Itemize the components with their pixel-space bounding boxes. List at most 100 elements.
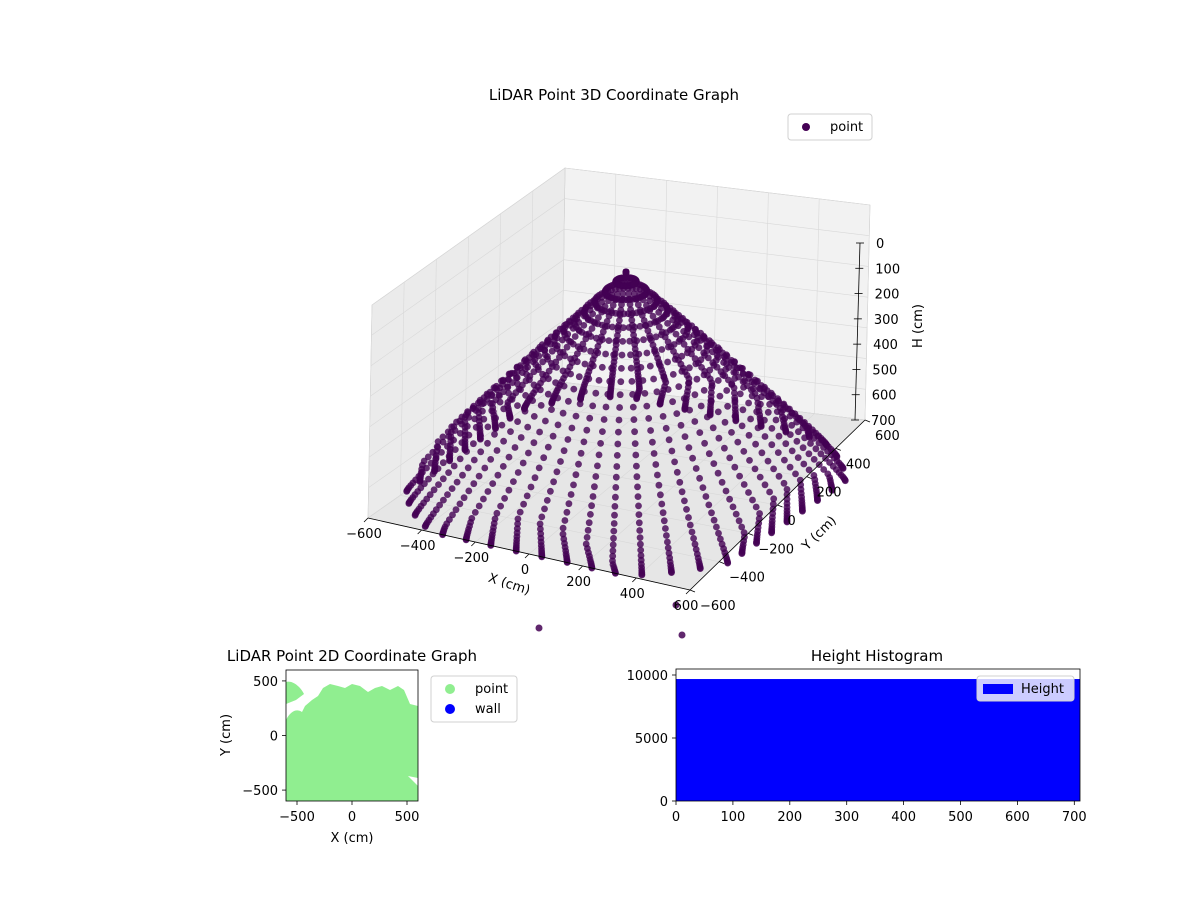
data-point xyxy=(609,547,617,555)
data-point xyxy=(732,510,740,518)
data-point xyxy=(453,478,461,486)
data-point xyxy=(537,386,544,394)
data-point xyxy=(634,301,642,309)
data-point xyxy=(629,391,636,398)
data-point xyxy=(708,509,715,517)
data-point xyxy=(841,477,849,485)
data-point xyxy=(493,447,501,454)
data-point xyxy=(450,462,458,470)
data-point xyxy=(491,430,498,438)
data-point xyxy=(589,362,597,370)
data-point xyxy=(589,402,597,410)
data-point xyxy=(554,394,562,402)
data-point xyxy=(659,509,667,517)
y-tick-label: −400 xyxy=(729,571,765,586)
data-point xyxy=(820,466,828,473)
data-point xyxy=(500,405,508,413)
data-point xyxy=(553,363,560,371)
data-point xyxy=(631,428,638,436)
data-point xyxy=(761,481,769,489)
data-point xyxy=(465,414,473,421)
data-point xyxy=(805,466,813,474)
data-point xyxy=(586,414,594,422)
data-point xyxy=(488,407,496,415)
data-point xyxy=(544,390,552,398)
data-point xyxy=(806,433,813,441)
data-point xyxy=(707,397,715,405)
data-point xyxy=(681,433,689,440)
legend-marker-height xyxy=(983,684,1013,694)
data-point xyxy=(677,421,685,429)
data-point xyxy=(755,384,763,392)
data-point xyxy=(647,427,654,434)
data-point xyxy=(774,449,782,456)
data-point xyxy=(633,462,640,470)
data-point xyxy=(589,493,597,500)
data-point xyxy=(577,449,585,457)
data-point xyxy=(480,399,488,407)
data-point xyxy=(434,438,442,445)
data-point xyxy=(588,325,596,332)
data-point xyxy=(537,525,544,533)
point-region xyxy=(286,684,418,801)
data-point xyxy=(635,511,643,518)
y-tick-label: 0 xyxy=(270,730,278,745)
data-point xyxy=(722,487,730,495)
x-tick-label: 700 xyxy=(1062,810,1087,825)
data-point xyxy=(633,395,640,403)
z-axis-line xyxy=(854,242,861,421)
data-point xyxy=(641,390,649,397)
data-point xyxy=(638,571,646,579)
data-point xyxy=(619,338,627,345)
y-tick-label: 600 xyxy=(875,429,900,444)
data-point xyxy=(709,424,717,432)
y-tick-label: 400 xyxy=(846,457,871,472)
data-point xyxy=(664,544,672,552)
data-point xyxy=(691,540,699,548)
legend-2d: point wall xyxy=(430,675,518,723)
data-point xyxy=(730,384,738,392)
data-point xyxy=(700,387,708,394)
data-point xyxy=(592,389,600,397)
data-point xyxy=(464,464,472,472)
data-point xyxy=(550,478,557,486)
data-point xyxy=(758,449,766,457)
data-point xyxy=(678,488,686,496)
data-point xyxy=(531,356,539,363)
data-point xyxy=(669,316,677,324)
data-point xyxy=(610,520,618,527)
data-point xyxy=(740,481,748,488)
data-point xyxy=(675,383,683,390)
data-point xyxy=(695,344,703,352)
data-point xyxy=(498,421,506,429)
data-point xyxy=(664,386,672,393)
data-point xyxy=(524,423,532,431)
data-point xyxy=(535,366,542,373)
data-point xyxy=(557,458,564,465)
data-point xyxy=(680,395,688,402)
data-point xyxy=(799,444,807,452)
data-point xyxy=(530,413,538,420)
data-point xyxy=(662,424,670,432)
data-point xyxy=(592,473,600,480)
data-point xyxy=(631,440,639,447)
data-point xyxy=(520,500,527,508)
data-point xyxy=(548,360,555,367)
data-point xyxy=(678,631,686,639)
legend-box xyxy=(976,675,1075,702)
data-point xyxy=(514,418,521,425)
data-point xyxy=(591,483,598,491)
data-point xyxy=(500,437,507,445)
data-point xyxy=(522,392,529,399)
data-point xyxy=(435,481,442,488)
grid-line xyxy=(864,204,871,421)
data-point xyxy=(674,322,682,330)
data-point xyxy=(597,440,604,447)
data-point xyxy=(684,345,692,353)
x-tick-label: 0 xyxy=(348,810,356,825)
data-point xyxy=(599,336,606,343)
data-point xyxy=(724,402,731,410)
plot-frame-histogram xyxy=(675,668,1081,802)
chart-2d-title: LiDAR Point 2D Coordinate Graph xyxy=(227,647,477,665)
data-point xyxy=(714,347,722,355)
